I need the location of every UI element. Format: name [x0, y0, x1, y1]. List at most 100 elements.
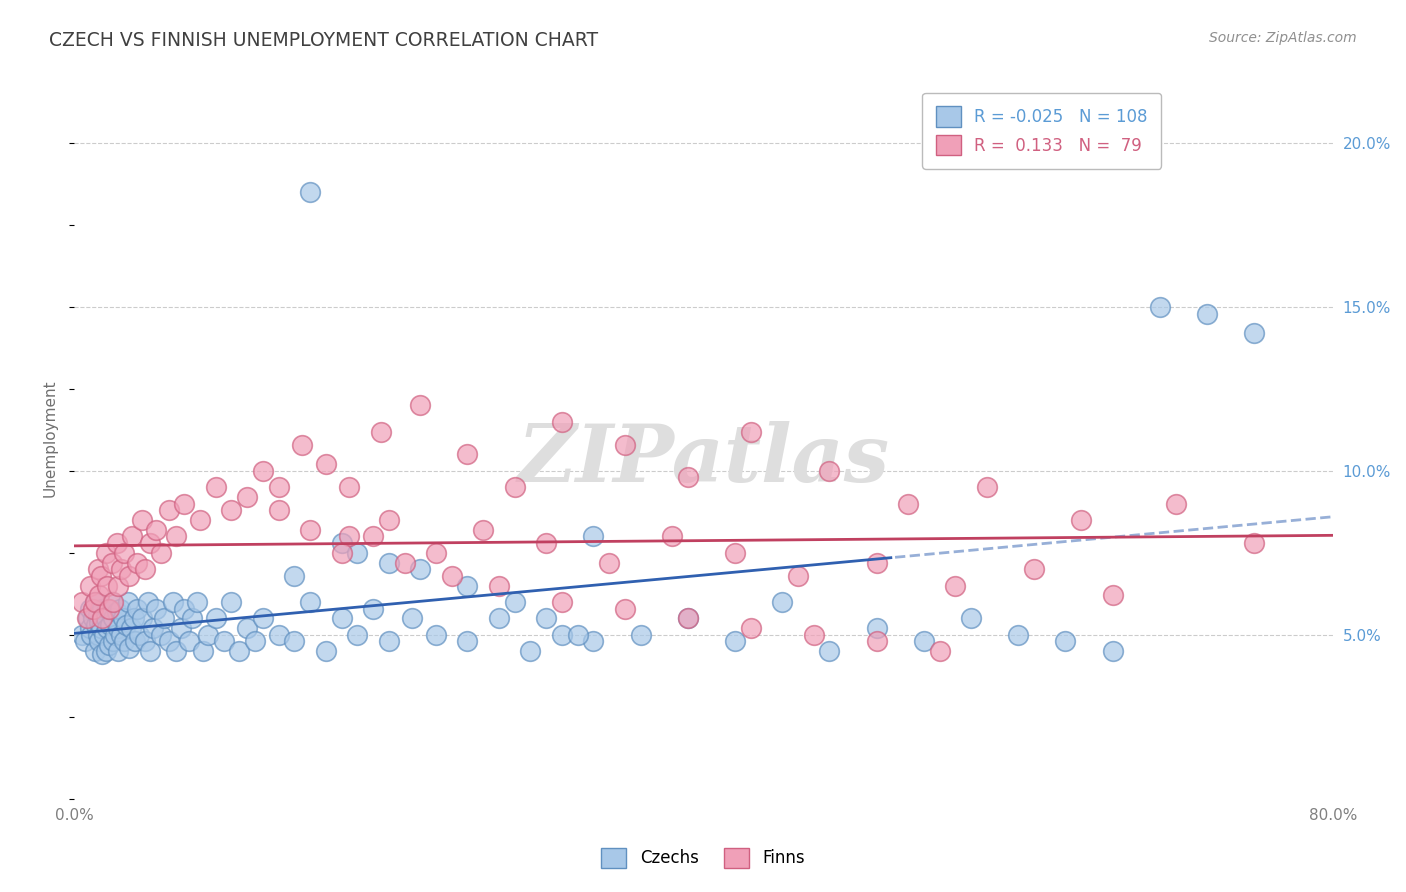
Point — [138, 536, 160, 550]
Point — [124, 634, 146, 648]
Point — [503, 480, 526, 494]
Point — [401, 611, 423, 625]
Point — [613, 601, 636, 615]
Point — [676, 611, 699, 625]
Point — [96, 579, 118, 593]
Point — [103, 611, 125, 625]
Text: CZECH VS FINNISH UNEMPLOYMENT CORRELATION CHART: CZECH VS FINNISH UNEMPLOYMENT CORRELATIO… — [49, 31, 599, 50]
Point — [86, 562, 108, 576]
Point — [456, 634, 478, 648]
Point — [83, 644, 105, 658]
Point — [107, 621, 129, 635]
Point — [152, 611, 174, 625]
Point — [315, 644, 337, 658]
Point — [267, 503, 290, 517]
Point — [204, 611, 226, 625]
Point — [90, 569, 112, 583]
Point — [186, 595, 208, 609]
Point — [425, 628, 447, 642]
Point — [94, 611, 117, 625]
Point — [157, 634, 180, 648]
Point — [79, 579, 101, 593]
Point — [157, 503, 180, 517]
Point — [394, 556, 416, 570]
Point — [97, 638, 120, 652]
Point — [75, 634, 97, 648]
Point — [291, 437, 314, 451]
Point — [267, 628, 290, 642]
Point — [97, 601, 120, 615]
Point — [551, 595, 574, 609]
Point — [243, 634, 266, 648]
Point — [472, 523, 495, 537]
Point — [661, 529, 683, 543]
Point — [613, 437, 636, 451]
Point — [740, 621, 762, 635]
Point — [378, 513, 401, 527]
Point — [928, 644, 950, 658]
Point — [188, 513, 211, 527]
Point — [162, 595, 184, 609]
Point — [131, 611, 153, 625]
Point — [86, 628, 108, 642]
Point — [142, 621, 165, 635]
Point — [110, 628, 132, 642]
Point — [1243, 536, 1265, 550]
Point — [197, 628, 219, 642]
Point — [252, 611, 274, 625]
Text: ZIPatlas: ZIPatlas — [517, 421, 890, 499]
Point — [111, 611, 134, 625]
Point — [803, 628, 825, 642]
Point — [676, 470, 699, 484]
Point — [79, 621, 101, 635]
Legend: R = -0.025   N = 108, R =  0.133   N =  79: R = -0.025 N = 108, R = 0.133 N = 79 — [922, 93, 1161, 169]
Point — [378, 634, 401, 648]
Point — [598, 556, 620, 570]
Point — [115, 618, 138, 632]
Point — [104, 628, 127, 642]
Point — [149, 628, 172, 642]
Point — [128, 628, 150, 642]
Point — [165, 529, 187, 543]
Point — [105, 605, 128, 619]
Point — [551, 628, 574, 642]
Point — [1007, 628, 1029, 642]
Point — [103, 634, 125, 648]
Text: Source: ZipAtlas.com: Source: ZipAtlas.com — [1209, 31, 1357, 45]
Point — [534, 611, 557, 625]
Point — [370, 425, 392, 439]
Point — [80, 628, 103, 642]
Point — [330, 611, 353, 625]
Point — [456, 579, 478, 593]
Point — [191, 644, 214, 658]
Point — [96, 601, 118, 615]
Point — [943, 579, 966, 593]
Point — [125, 601, 148, 615]
Point — [82, 611, 104, 625]
Point — [131, 513, 153, 527]
Point — [818, 644, 841, 658]
Point — [105, 536, 128, 550]
Point — [108, 601, 131, 615]
Point — [114, 546, 136, 560]
Point — [1164, 497, 1187, 511]
Point — [339, 529, 361, 543]
Point — [94, 546, 117, 560]
Point — [818, 464, 841, 478]
Point — [252, 464, 274, 478]
Point — [1195, 306, 1218, 320]
Point — [676, 611, 699, 625]
Point — [107, 579, 129, 593]
Point — [330, 536, 353, 550]
Point — [361, 529, 384, 543]
Point — [79, 601, 101, 615]
Point — [136, 595, 159, 609]
Point — [89, 615, 111, 629]
Point — [567, 628, 589, 642]
Point — [165, 644, 187, 658]
Point — [1054, 634, 1077, 648]
Point — [101, 556, 124, 570]
Point — [488, 611, 510, 625]
Point — [138, 644, 160, 658]
Point — [101, 595, 124, 609]
